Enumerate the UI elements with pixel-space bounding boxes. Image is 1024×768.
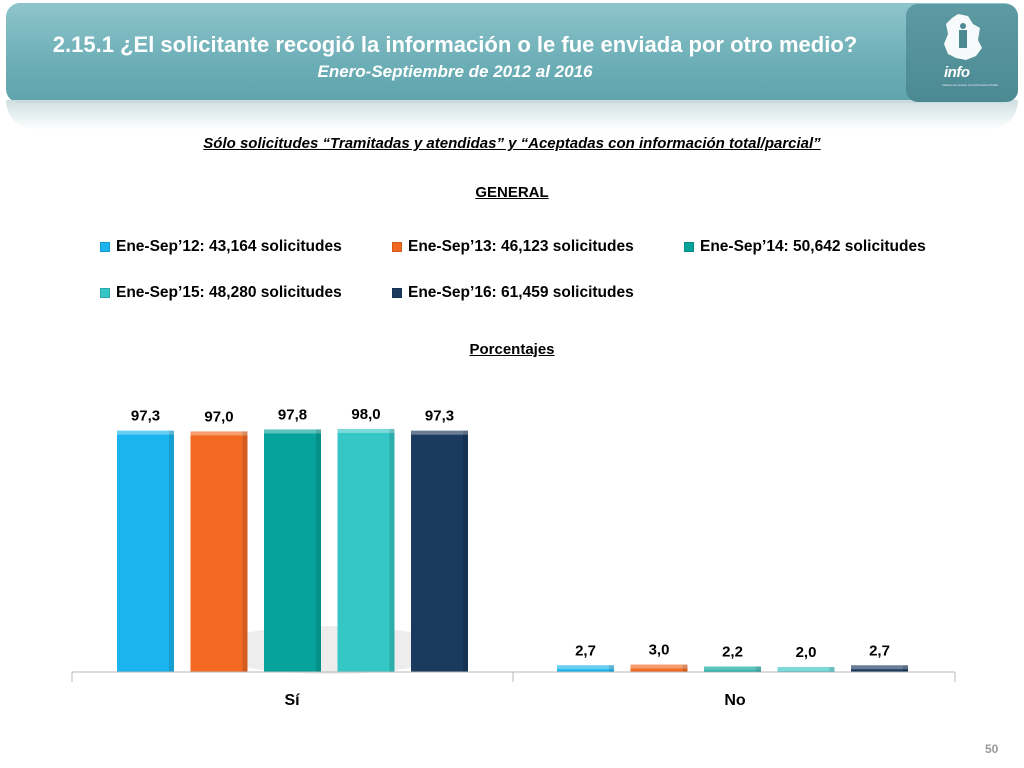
page-number: 50 bbox=[985, 742, 999, 756]
bar-edge bbox=[756, 666, 761, 672]
bar-Sí-2 bbox=[264, 429, 321, 672]
bar-highlight bbox=[117, 430, 174, 435]
banner-shadow bbox=[6, 100, 1018, 130]
bar-No-3 bbox=[777, 667, 835, 672]
bar-rect bbox=[630, 664, 688, 672]
legend-swatch-2015 bbox=[100, 288, 110, 298]
bar-rect bbox=[337, 428, 395, 672]
category-label: Sí bbox=[284, 692, 300, 709]
data-label: 98,0 bbox=[351, 406, 380, 423]
page-title: 2.15.1 ¿El solicitante recogió la inform… bbox=[52, 32, 858, 57]
bar-rect bbox=[851, 665, 908, 672]
unit-heading: Porcentajes bbox=[469, 341, 555, 358]
page-subtitle: Enero-Septiembre de 2012 al 2016 bbox=[317, 62, 593, 81]
data-label: 2,2 bbox=[722, 644, 743, 661]
data-label: 2,7 bbox=[575, 642, 596, 659]
logo-small-text: Instituto de Acceso a la Información Púb… bbox=[942, 83, 998, 87]
data-label: 3,0 bbox=[649, 642, 670, 659]
filter-heading: Sólo solicitudes “Tramitadas y atendidas… bbox=[203, 135, 821, 152]
category-label: No bbox=[724, 692, 746, 709]
legend-item-2013: Ene-Sep’13: 46,123 solicitudes bbox=[392, 238, 634, 256]
bar-No-2 bbox=[704, 666, 761, 672]
bar-rect bbox=[264, 429, 321, 672]
legend-label-2015: Ene-Sep’15: 48,280 solicitudes bbox=[116, 284, 342, 301]
bar-edge bbox=[169, 430, 174, 672]
data-label: 2,0 bbox=[796, 644, 817, 661]
data-label: 97,3 bbox=[131, 408, 160, 425]
title-banner bbox=[6, 3, 1018, 103]
legend-item-2014: Ene-Sep’14: 50,642 solicitudes bbox=[684, 238, 926, 256]
city-emblem-icon bbox=[944, 14, 982, 60]
bar-rect bbox=[190, 431, 248, 672]
bar-highlight bbox=[411, 430, 468, 435]
bar-rect bbox=[117, 430, 174, 672]
legend-item-2012: Ene-Sep’12: 43,164 solicitudes bbox=[100, 238, 342, 256]
bar-rect bbox=[411, 430, 468, 672]
legend-label-2012: Ene-Sep’12: 43,164 solicitudes bbox=[116, 238, 342, 255]
bar-rect bbox=[777, 667, 835, 672]
bar-highlight bbox=[264, 429, 321, 434]
bar-highlight bbox=[557, 665, 614, 670]
bar-edge bbox=[242, 431, 248, 672]
bar-highlight bbox=[777, 667, 835, 672]
bar-rect bbox=[557, 665, 614, 672]
bar-edge bbox=[609, 665, 614, 672]
data-label: 97,0 bbox=[204, 408, 233, 425]
bar-highlight bbox=[190, 431, 248, 436]
bar-highlight bbox=[704, 666, 761, 671]
bar-highlight bbox=[851, 665, 908, 670]
bar-edge bbox=[903, 665, 908, 672]
legend-swatch-2013 bbox=[392, 242, 402, 252]
bar-Sí-0 bbox=[117, 430, 174, 672]
bar-edge bbox=[389, 428, 395, 672]
bar-edge bbox=[316, 429, 321, 672]
bar-edge bbox=[463, 430, 468, 672]
group-heading: GENERAL bbox=[475, 184, 549, 201]
bar-edge bbox=[682, 664, 688, 672]
legend-label-2014: Ene-Sep’14: 50,642 solicitudes bbox=[700, 238, 926, 255]
info-logo: info Instituto de Acceso a la Informació… bbox=[906, 4, 1018, 102]
bar-Sí-1 bbox=[190, 431, 248, 672]
legend-swatch-2012 bbox=[100, 242, 110, 252]
logo-text: info bbox=[944, 64, 970, 81]
bar-highlight bbox=[337, 428, 395, 433]
data-label: 97,3 bbox=[425, 408, 454, 425]
bar-No-4 bbox=[851, 665, 908, 672]
bar-highlight bbox=[630, 664, 688, 669]
legend-label-2013: Ene-Sep’13: 46,123 solicitudes bbox=[408, 238, 634, 255]
bar-No-1 bbox=[630, 664, 688, 672]
legend-swatch-2014 bbox=[684, 242, 694, 252]
legend-swatch-2016 bbox=[392, 288, 402, 298]
bar-chart: 97,3 97,0 97,8 98,0 97,3 2,7 3,0 2,2 2,0 2,7 Sí No bbox=[71, 406, 956, 709]
legend-item-2015: Ene-Sep’15: 48,280 solicitudes bbox=[100, 284, 342, 302]
bar-Sí-4 bbox=[411, 430, 468, 672]
bar-edge bbox=[829, 667, 835, 672]
bar-rect bbox=[704, 666, 761, 672]
data-label: 2,7 bbox=[869, 642, 890, 659]
bar-Sí-3 bbox=[337, 428, 395, 672]
legend-item-2016: Ene-Sep’16: 61,459 solicitudes bbox=[392, 284, 634, 302]
data-label: 97,8 bbox=[278, 406, 307, 423]
legend-label-2016: Ene-Sep’16: 61,459 solicitudes bbox=[408, 284, 634, 301]
bar-No-0 bbox=[557, 665, 614, 672]
